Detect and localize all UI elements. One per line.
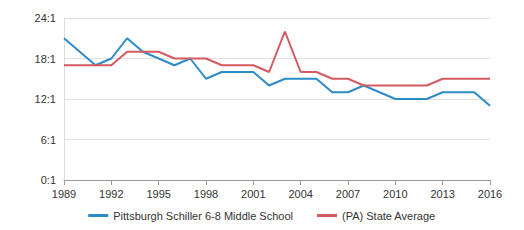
svg-text:1989: 1989 bbox=[52, 188, 76, 200]
svg-text:2007: 2007 bbox=[336, 188, 360, 200]
svg-text:1992: 1992 bbox=[99, 188, 123, 200]
svg-text:12:1: 12:1 bbox=[35, 93, 56, 105]
svg-text:24:1: 24:1 bbox=[35, 12, 56, 24]
svg-text:18:1: 18:1 bbox=[35, 53, 56, 65]
svg-text:2016: 2016 bbox=[478, 188, 502, 200]
svg-text:2013: 2013 bbox=[430, 188, 454, 200]
svg-text:2001: 2001 bbox=[241, 188, 265, 200]
svg-text:1995: 1995 bbox=[146, 188, 170, 200]
svg-text:1998: 1998 bbox=[194, 188, 218, 200]
svg-text:(PA) State Average: (PA) State Average bbox=[342, 210, 435, 222]
svg-text:2004: 2004 bbox=[288, 188, 312, 200]
svg-text:0:1: 0:1 bbox=[41, 174, 56, 186]
svg-text:Pittsburgh Schiller 6-8 Middle: Pittsburgh Schiller 6-8 Middle School bbox=[113, 210, 293, 222]
svg-text:6:1: 6:1 bbox=[41, 134, 56, 146]
svg-text:2010: 2010 bbox=[383, 188, 407, 200]
